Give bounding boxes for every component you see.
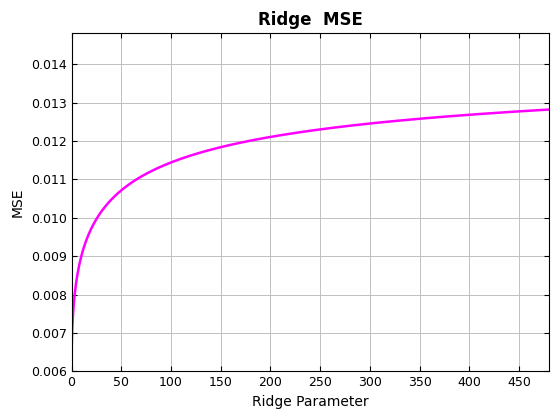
X-axis label: Ridge Parameter: Ridge Parameter: [252, 395, 368, 409]
Title: Ridge  MSE: Ridge MSE: [258, 11, 363, 29]
Y-axis label: MSE: MSE: [11, 188, 25, 217]
